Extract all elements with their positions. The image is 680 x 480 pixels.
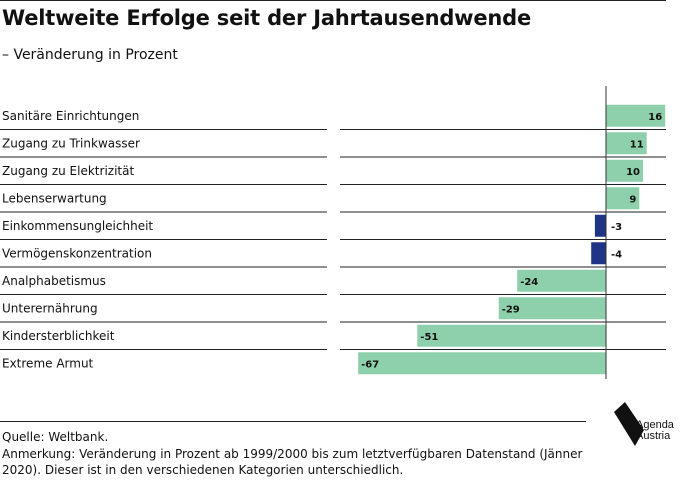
category-label: Lebenserwartung (2, 191, 107, 205)
value-label: -4 (611, 249, 622, 260)
bar-chart: Sanitäre Einrichtungen 16 Zugang zu Trinkw… (0, 86, 666, 379)
category-label: Analphabetismus (2, 274, 106, 288)
logo-line-2: Austria (636, 430, 671, 442)
category-label: Extreme Armut (2, 356, 94, 370)
category-label: Vermögenskonzentration (2, 246, 152, 260)
value-label: 16 (648, 112, 662, 123)
annotation-note: Anmerkung: Veränderung in Prozent ab 199… (2, 447, 583, 477)
logo-mark-icon (614, 402, 644, 446)
bar (606, 132, 647, 155)
category-label: Sanitäre Einrichtungen (2, 109, 139, 123)
logo-line-1: Agenda (636, 419, 674, 431)
bar (594, 214, 606, 237)
category-label: Zugang zu Trinkwasser (2, 136, 140, 150)
category-label: Kindersterblichkeit (2, 329, 115, 343)
chart-title: Weltweite Erfolge seit der Jahrtausendwe… (2, 6, 532, 30)
agenda-austria-logo: Agenda Austria (612, 402, 678, 446)
bar (498, 297, 606, 320)
bar (606, 104, 666, 127)
bar (606, 187, 640, 210)
value-label: -24 (520, 277, 538, 288)
chart-subtitle: – Veränderung in Prozent (2, 47, 178, 63)
bottom-rule (0, 421, 586, 422)
value-label: 9 (629, 194, 636, 205)
bar (417, 324, 606, 347)
category-label: Zugang zu Elektrizität (2, 164, 134, 178)
value-label: -3 (611, 222, 622, 233)
category-label: Unterernährung (2, 301, 98, 315)
value-label: 10 (626, 167, 640, 178)
top-rule (0, 0, 666, 1)
bar (358, 352, 606, 375)
value-label: -51 (420, 332, 438, 343)
value-label: 11 (630, 139, 644, 150)
bar (591, 242, 606, 265)
bar (606, 159, 643, 182)
value-label: -67 (361, 359, 379, 370)
source-note: Quelle: Weltbank. (2, 430, 109, 444)
category-label: Einkommensungleichheit (2, 219, 153, 233)
logo-text: Agenda Austria (636, 420, 674, 442)
value-label: -29 (502, 304, 520, 315)
bar (517, 269, 606, 292)
